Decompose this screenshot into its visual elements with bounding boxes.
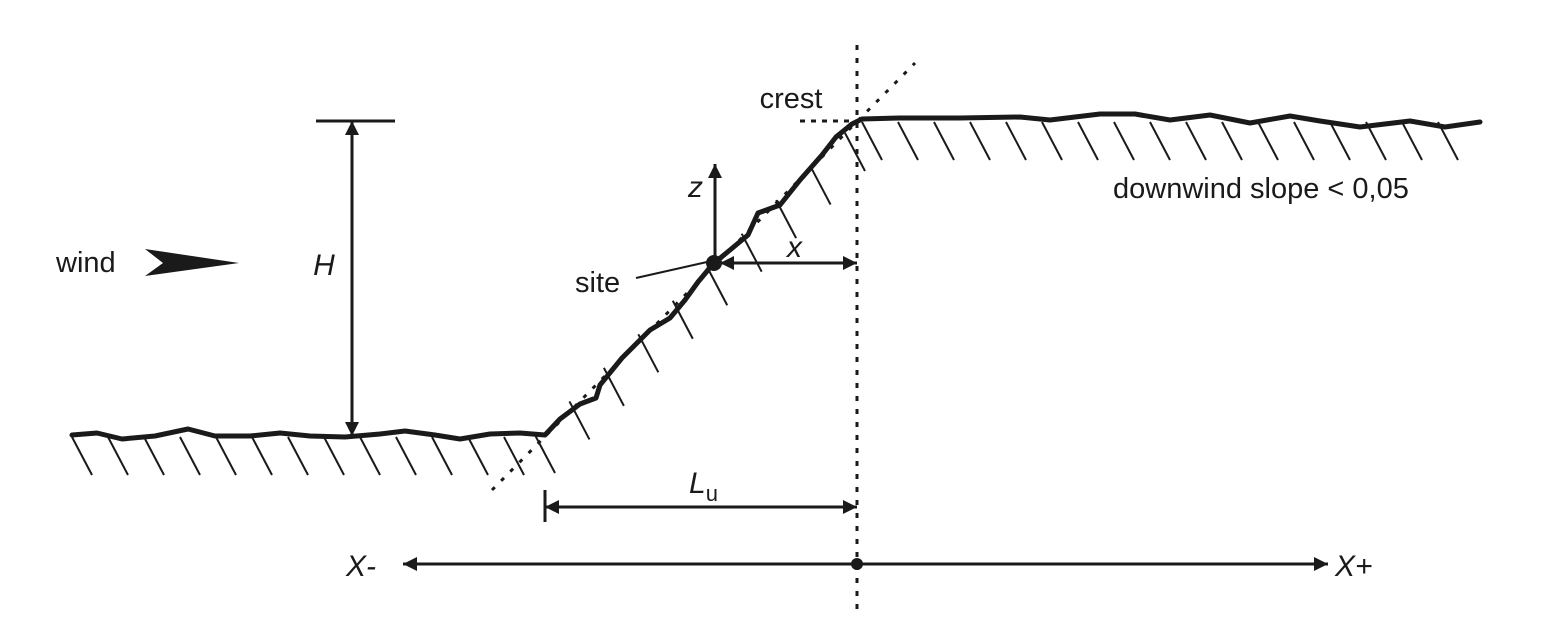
hatch-mark xyxy=(1330,122,1350,160)
hatch-mark xyxy=(1402,122,1422,160)
hatch-mark xyxy=(108,437,128,475)
hatch-mark xyxy=(324,437,344,475)
hatch-mark xyxy=(504,437,524,475)
height-label: H xyxy=(313,249,335,282)
hatch-mark xyxy=(1258,122,1278,160)
hatch-mark xyxy=(862,122,882,160)
hatch-mark xyxy=(1006,122,1026,160)
hatch-mark xyxy=(934,122,954,160)
z-axis-label: z xyxy=(687,171,703,204)
ground-profile xyxy=(72,114,1480,439)
hatch-mark xyxy=(1114,122,1134,160)
hatch-mark xyxy=(1042,122,1062,160)
hatch-mark xyxy=(535,435,555,473)
site-label: site xyxy=(575,267,620,299)
hatch-mark xyxy=(1294,122,1314,160)
hatch-mark xyxy=(288,437,308,475)
origin-point-icon xyxy=(851,558,863,570)
hatch-mark xyxy=(970,122,990,160)
hatch-mark xyxy=(707,267,727,305)
hatch-mark xyxy=(432,437,452,475)
site-leader-line xyxy=(636,262,707,278)
hatch-mark xyxy=(180,437,200,475)
site-point-icon xyxy=(706,255,722,271)
hatch-mark xyxy=(1150,122,1170,160)
hatch-mark xyxy=(216,437,236,475)
hatch-mark xyxy=(144,437,164,475)
x-distance-label: x xyxy=(785,231,803,264)
wind-label: wind xyxy=(55,247,116,279)
hatch-mark xyxy=(468,437,488,475)
hatch-mark xyxy=(1078,122,1098,160)
crest-label: crest xyxy=(760,83,823,115)
downwind-slope-label: downwind slope < 0,05 xyxy=(1113,173,1409,205)
hatch-mark xyxy=(1186,122,1206,160)
hatch-mark xyxy=(252,437,272,475)
hatch-mark xyxy=(1222,122,1242,160)
hatch-mark xyxy=(72,437,92,475)
lu-label: Lu xyxy=(689,467,718,506)
hatch-mark xyxy=(811,167,831,205)
hatch-mark xyxy=(396,437,416,475)
lu-label-subscript: u xyxy=(706,481,718,506)
hatch-mark xyxy=(898,122,918,160)
hatch-mark xyxy=(360,437,380,475)
wind-arrow-icon xyxy=(145,249,239,276)
x-minus-label: X- xyxy=(345,550,376,583)
lu-label-main: L xyxy=(689,467,706,500)
x-plus-label: X+ xyxy=(1334,550,1373,583)
hatch-mark xyxy=(845,133,865,171)
